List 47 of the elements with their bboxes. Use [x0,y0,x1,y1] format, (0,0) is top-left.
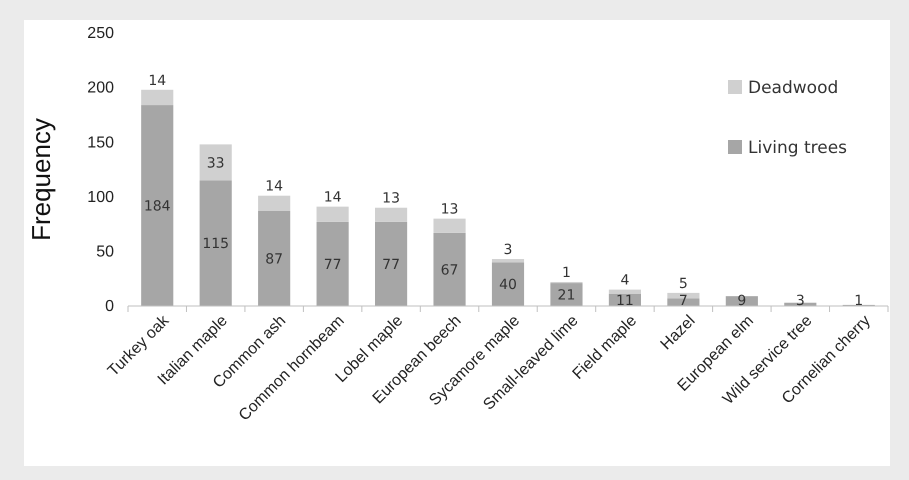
y-tick-label: 250 [87,25,114,42]
bar [608,290,641,294]
data-label: 87 [265,252,284,268]
data-label: 77 [324,256,342,273]
y-tick-label: 100 [87,188,114,206]
data-label: 184 [144,198,171,215]
data-label: 14 [265,178,284,195]
bar [141,90,174,106]
data-label: 7 [678,293,688,309]
data-label: 14 [324,190,342,206]
bar [375,222,408,306]
data-label: 13 [440,202,458,218]
data-label: 1 [854,293,864,309]
data-label: 67 [440,262,458,278]
bar [492,259,524,262]
bar [433,218,466,233]
bar [316,206,349,222]
bar [141,105,174,306]
bar [258,210,290,306]
bar [316,222,349,306]
data-label: 40 [499,277,517,294]
data-label: 21 [558,288,576,304]
data-label: 77 [382,256,400,273]
y-tick-label: 0 [105,298,114,316]
bar [375,208,408,222]
data-label: 1 [562,264,571,281]
bar [258,196,290,211]
bar [433,232,466,306]
data-label: 33 [206,155,225,172]
data-label: 9 [737,293,746,309]
data-label: 3 [504,242,512,258]
bar [200,180,232,306]
bar [492,262,524,306]
data-label: 3 [796,293,805,309]
data-label: 5 [678,276,688,292]
data-label: 13 [382,190,400,207]
legend-label: Living trees [748,138,848,158]
bar [200,144,232,180]
y-tick-label: 200 [87,80,114,97]
y-tick-label: 50 [96,244,114,261]
data-label: 115 [202,236,230,252]
data-label: 14 [148,72,166,89]
data-label: 4 [620,272,630,289]
data-label: 11 [616,293,634,309]
legend-label: Deadwood [748,78,838,98]
y-tick-label: 150 [87,134,114,152]
y-axis-title: Frequency [26,118,56,241]
